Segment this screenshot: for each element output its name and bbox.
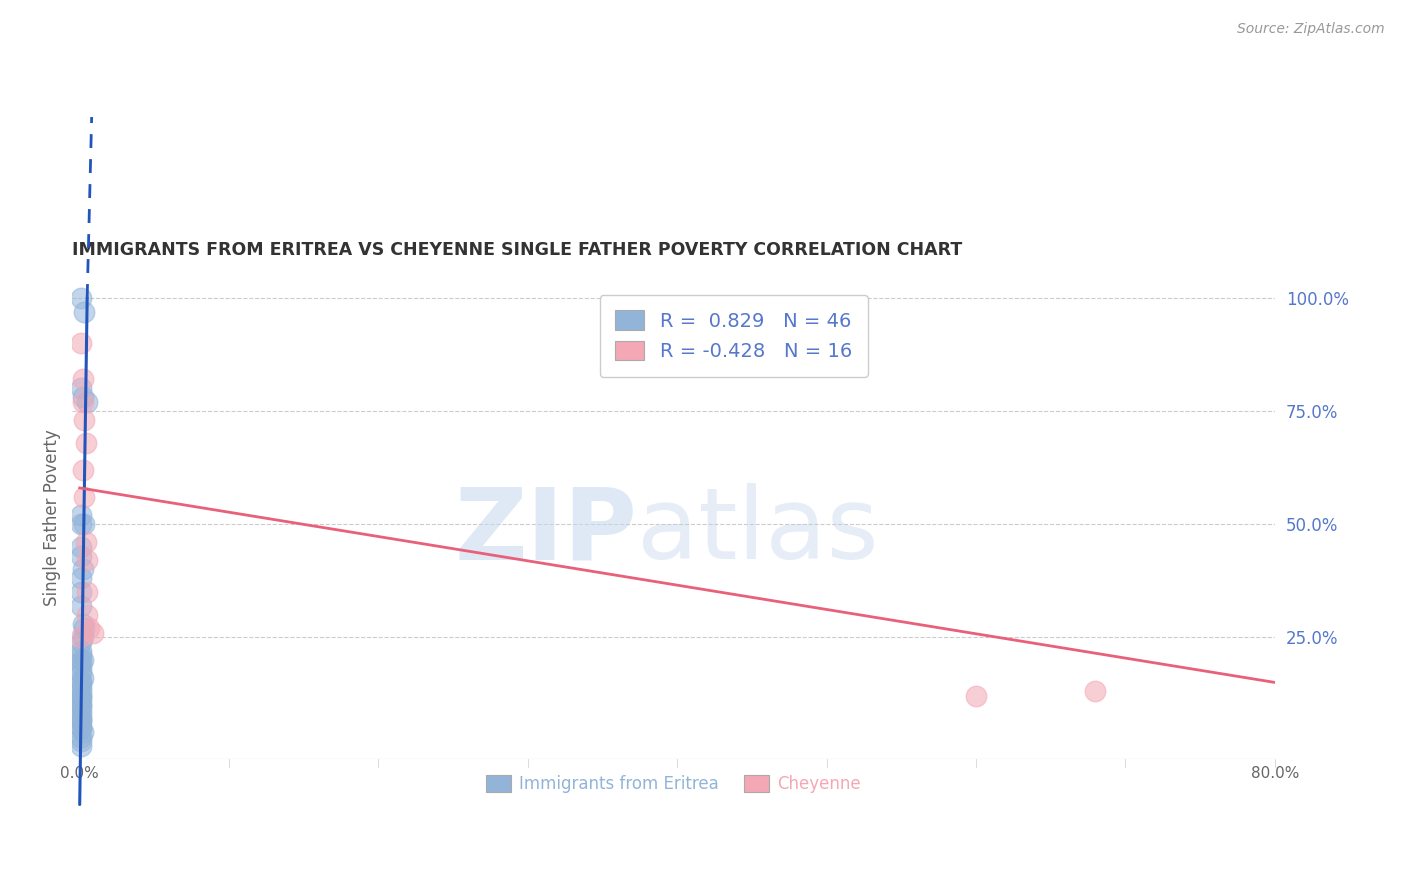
Point	[70, 675, 93, 690]
Point	[76, 553, 98, 567]
Point	[70, 689, 93, 703]
Point	[70, 648, 93, 663]
Point	[70, 721, 93, 735]
Point	[70, 630, 93, 644]
Point	[72, 372, 94, 386]
Point	[70, 508, 93, 522]
Point	[70, 707, 93, 722]
Point	[72, 725, 94, 739]
Point	[70, 680, 93, 694]
Point	[76, 607, 98, 622]
Point	[72, 562, 94, 576]
Point	[70, 585, 93, 599]
Point	[1084, 684, 1107, 698]
Point	[70, 517, 93, 532]
Text: IMMIGRANTS FROM ERITREA VS CHEYENNE SINGLE FATHER POVERTY CORRELATION CHART: IMMIGRANTS FROM ERITREA VS CHEYENNE SING…	[72, 241, 963, 259]
Point	[72, 671, 94, 685]
Point	[70, 653, 93, 667]
Point	[70, 721, 93, 735]
Point	[73, 517, 96, 532]
Point	[77, 621, 100, 635]
Point	[72, 653, 94, 667]
Point	[70, 549, 93, 563]
Point	[70, 739, 93, 753]
Point	[70, 730, 93, 744]
Text: ZIP: ZIP	[454, 483, 637, 581]
Point	[75, 435, 97, 450]
Point	[73, 304, 96, 318]
Point	[75, 535, 97, 549]
Point	[70, 712, 93, 726]
Point	[70, 689, 93, 703]
Point	[73, 621, 96, 635]
Point	[73, 413, 96, 427]
Point	[73, 490, 96, 504]
Point	[70, 734, 93, 748]
Point	[70, 698, 93, 712]
Point	[70, 716, 93, 731]
Point	[70, 634, 93, 648]
Point	[72, 616, 94, 631]
Point	[70, 657, 93, 672]
Point	[70, 698, 93, 712]
Point	[76, 395, 98, 409]
Point	[70, 599, 93, 613]
Point	[70, 675, 93, 690]
Point	[70, 644, 93, 658]
Point	[70, 381, 93, 395]
Point	[70, 571, 93, 585]
Text: Source: ZipAtlas.com: Source: ZipAtlas.com	[1237, 22, 1385, 37]
Point	[72, 395, 94, 409]
Point	[72, 630, 94, 644]
Point	[76, 585, 98, 599]
Point	[70, 684, 93, 698]
Point	[70, 712, 93, 726]
Point	[70, 702, 93, 716]
Legend: Immigrants from Eritrea, Cheyenne: Immigrants from Eritrea, Cheyenne	[479, 768, 868, 799]
Point	[70, 336, 93, 351]
Y-axis label: Single Father Poverty: Single Father Poverty	[44, 429, 60, 606]
Point	[70, 693, 93, 707]
Point	[965, 689, 987, 703]
Point	[72, 391, 94, 405]
Point	[82, 625, 104, 640]
Point	[70, 540, 93, 554]
Point	[70, 666, 93, 681]
Point	[70, 291, 93, 305]
Point	[70, 662, 93, 676]
Point	[72, 463, 94, 477]
Text: atlas: atlas	[637, 483, 879, 581]
